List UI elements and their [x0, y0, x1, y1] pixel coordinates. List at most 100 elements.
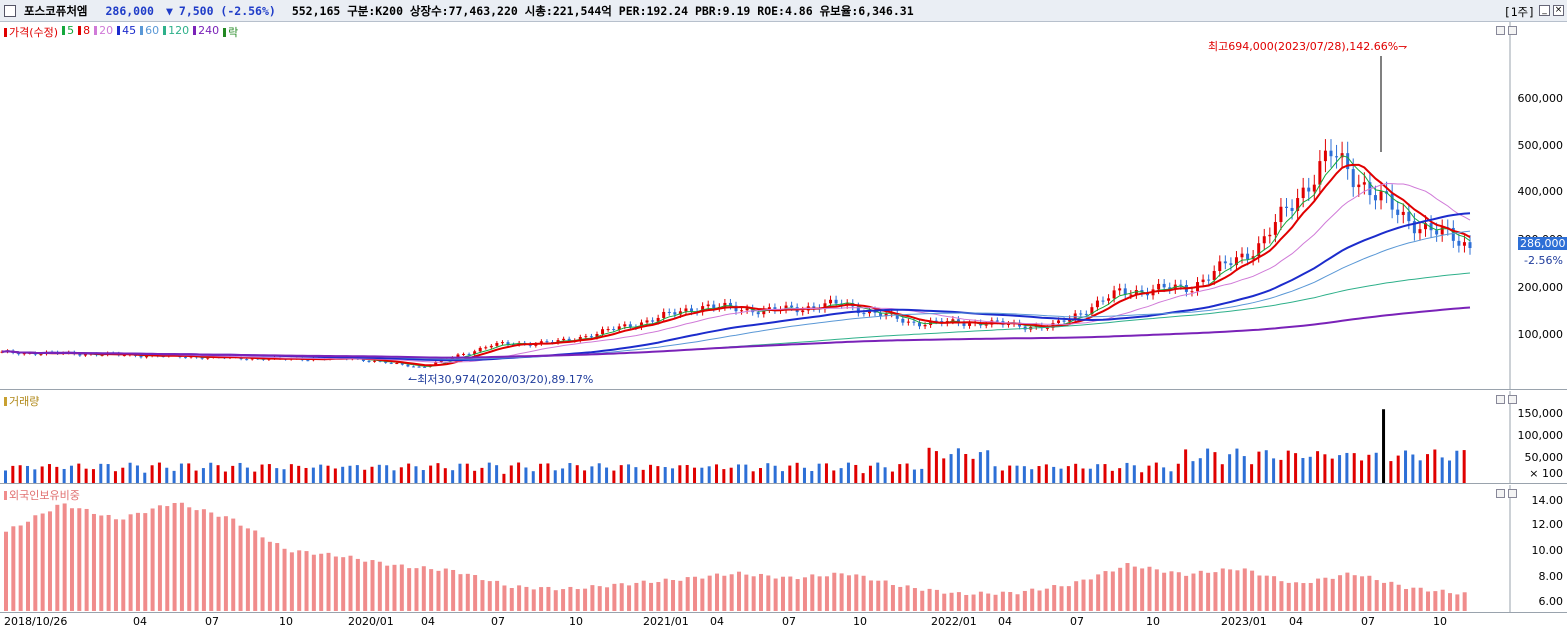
- candle-body: [1357, 184, 1361, 188]
- volume-bar: [810, 471, 814, 483]
- volume-bar: [854, 464, 858, 483]
- legend-item[interactable]: 락: [223, 24, 238, 40]
- foreign-ratio-bar: [722, 575, 727, 611]
- volume-bar: [355, 465, 359, 483]
- pane-maximize-icon[interactable]: [1496, 26, 1505, 35]
- foreign-ratio-bar: [956, 592, 961, 611]
- candle-body: [1451, 227, 1455, 241]
- x-axis-label: 2020/01: [348, 615, 394, 628]
- pane-maximize-icon[interactable]: [1496, 489, 1505, 498]
- candle-body: [1246, 253, 1250, 260]
- legend-item[interactable]: 20: [94, 24, 113, 40]
- foreign-ratio-bar: [341, 557, 346, 611]
- candle-body: [912, 321, 916, 323]
- foreign-ratio-bar: [429, 569, 434, 611]
- candle-body: [139, 355, 143, 358]
- volume-bar: [77, 463, 81, 483]
- candle-body: [1095, 300, 1099, 308]
- volume-bar: [876, 462, 880, 483]
- foreign-ratio-bar: [355, 558, 360, 611]
- foreign-ratio-bar: [1088, 579, 1093, 611]
- foreign-ratio-bar: [854, 574, 859, 611]
- candle-body: [1440, 227, 1444, 235]
- legend-item[interactable]: 60: [140, 24, 159, 40]
- candle-body: [1162, 283, 1166, 288]
- volume-bar: [649, 464, 653, 483]
- candle-body: [400, 363, 404, 365]
- candle-body: [78, 354, 82, 356]
- volume-bar: [956, 448, 960, 483]
- foreign-ratio-bar: [1140, 568, 1145, 611]
- foreign-ratio-bar: [209, 512, 214, 611]
- foreign-ratio-bar: [1015, 594, 1020, 611]
- candle-body: [951, 319, 955, 322]
- candle-body: [918, 322, 921, 327]
- candle-body: [1118, 288, 1122, 291]
- candle-body: [200, 357, 204, 359]
- legend-item[interactable]: 가격(수정): [4, 24, 58, 40]
- x-axis-label: 10: [569, 615, 583, 628]
- volume-bar: [1066, 466, 1070, 483]
- foreign-ratio-bar: [780, 576, 785, 611]
- volume-bar: [1411, 454, 1415, 483]
- pane-close-icon[interactable]: [1508, 395, 1517, 404]
- candle-body: [895, 313, 899, 319]
- foreign-ratio-bar: [920, 590, 925, 611]
- foreign-ratio-bar: [1345, 572, 1350, 611]
- legend-item[interactable]: 8: [78, 24, 90, 40]
- legend-item[interactable]: 240: [193, 24, 219, 40]
- arrow-icon: ↼: [408, 373, 418, 386]
- legend-label: 가격(수정): [9, 26, 59, 39]
- select-checkbox[interactable]: [4, 4, 16, 17]
- foreign-ratio-bar: [1440, 589, 1445, 611]
- candle-body: [623, 324, 627, 327]
- foreign-ratio-bar: [40, 513, 45, 611]
- minimize-icon[interactable]: _: [1539, 5, 1550, 16]
- candle-body: [1079, 313, 1083, 315]
- foreign-ratio-bar: [11, 526, 16, 611]
- candle-body: [83, 354, 87, 356]
- candle-body: [384, 361, 388, 363]
- candle-body: [962, 323, 966, 326]
- candle-body: [1223, 261, 1227, 264]
- x-axis-label: 04: [998, 615, 1012, 628]
- close-icon[interactable]: ×: [1553, 5, 1564, 16]
- volume-bar: [890, 471, 894, 483]
- pane-close-icon[interactable]: [1508, 26, 1517, 35]
- period-selector[interactable]: [1주]: [1503, 5, 1535, 19]
- pane-maximize-icon[interactable]: [1496, 395, 1505, 404]
- candle-body: [1390, 193, 1394, 210]
- foreign-ratio-bar: [671, 580, 676, 611]
- volume-chart-pane[interactable]: 거래량 150,000 100,000 50,000 × 100: [0, 391, 1567, 484]
- candle-body: [1312, 184, 1316, 192]
- foreign-ratio-bar: [165, 506, 170, 611]
- x-axis-label: 04: [1289, 615, 1303, 628]
- foreign-ratio-bar: [605, 587, 610, 611]
- candle-body: [801, 310, 805, 313]
- low-price-annotation: ↼최저30,974(2020/03/20),89.17%: [408, 371, 593, 387]
- volume-bar: [553, 470, 557, 483]
- foreign-ratio-bar: [1360, 576, 1365, 611]
- candle-body: [601, 329, 605, 334]
- candle-body: [1045, 327, 1049, 329]
- foreign-ratio-bar: [297, 550, 302, 611]
- foreign-ratio-bar: [942, 593, 947, 611]
- candle-body: [1157, 283, 1161, 290]
- pane-close-icon[interactable]: [1508, 489, 1517, 498]
- foreign-ratio-bar: [612, 583, 617, 611]
- foreign-ratio-bar: [495, 580, 500, 611]
- candle-body: [1396, 209, 1400, 215]
- legend-item[interactable]: 120: [163, 24, 189, 40]
- foreign-ratio-bar: [663, 578, 668, 611]
- foreign-ratio-bar: [531, 589, 536, 611]
- volume-bar: [1008, 465, 1012, 483]
- legend-item[interactable]: 45: [117, 24, 136, 40]
- volume-legend: 거래량: [4, 393, 39, 409]
- price-chart-pane[interactable]: 가격(수정) 5 8 20 45 60 120 240 락 600,000 500,000 40…: [0, 22, 1567, 390]
- legend-item[interactable]: 5: [62, 24, 74, 40]
- volume-bar: [201, 468, 205, 483]
- foreign-ownership-pane[interactable]: 외국인보유비중 14.00 12.00 10.00 8.00 6.00: [0, 485, 1567, 612]
- foreign-ratio-bar: [905, 585, 910, 611]
- candle-body: [1234, 257, 1238, 266]
- ma120-line: [1, 272, 1471, 359]
